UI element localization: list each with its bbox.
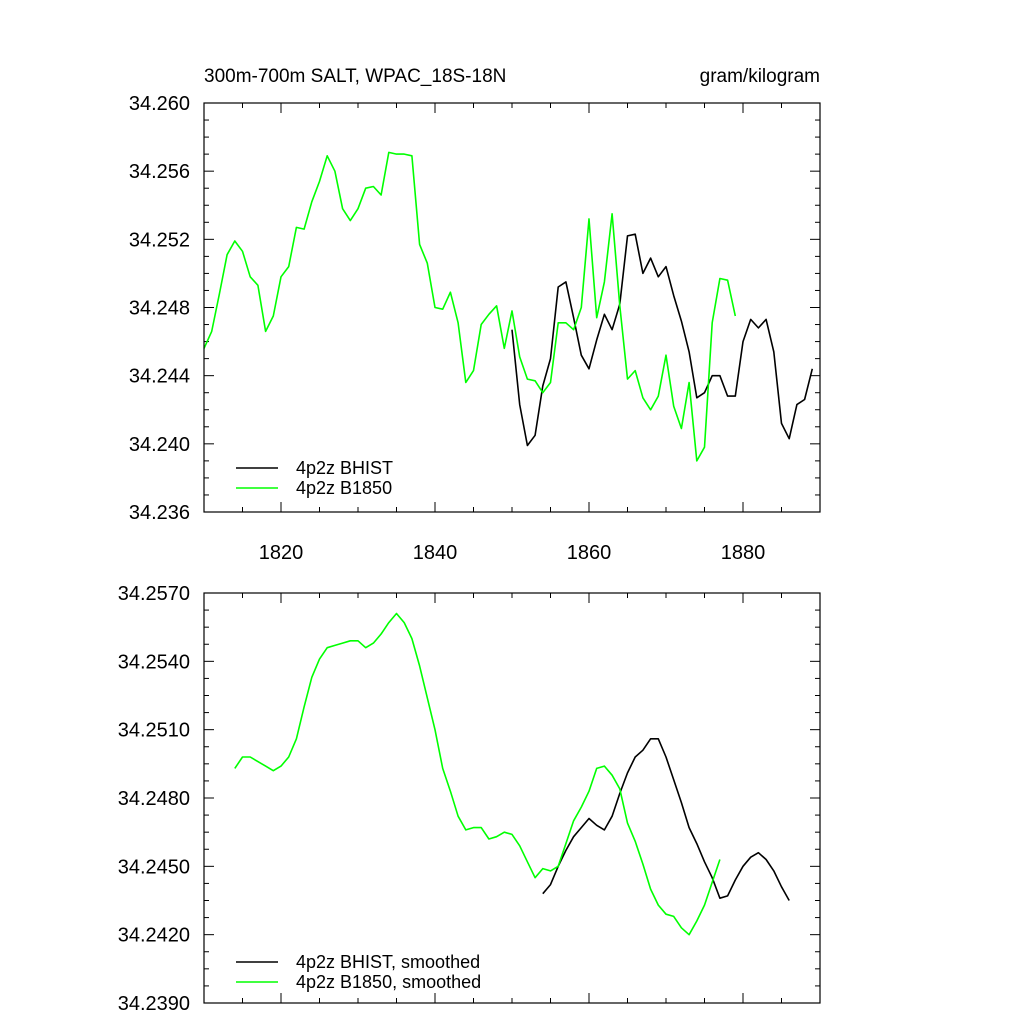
top-y-tick-label: 34.236 xyxy=(129,502,190,524)
bottom-y-tick-label: 34.2540 xyxy=(118,651,190,673)
top-y-tick-label: 34.248 xyxy=(129,298,190,320)
bottom-y-tick-label: 34.2480 xyxy=(118,788,190,810)
bottom-chart-panel: 34.2570 34.2540 34.2510 34.2480 34.2450 34.24… xyxy=(118,583,821,1015)
bottom-series-line-bhist xyxy=(542,737,790,901)
top-y-tick-label: 34.260 xyxy=(129,93,190,115)
top-x-tick-label: 1860 xyxy=(567,542,612,564)
top-x-tick-label: 1840 xyxy=(413,542,458,564)
top-y-tick-label: 34.256 xyxy=(129,161,190,183)
top-y-tick-label: 34.244 xyxy=(129,366,190,388)
bottom-y-tick-label: 34.2420 xyxy=(118,925,190,947)
top-legend-label: 4p2z B1850 xyxy=(296,478,392,498)
bottom-legend-label: 4p2z B1850, smoothed xyxy=(296,972,481,992)
bottom-plot-frame xyxy=(203,592,821,1004)
bottom-y-tick-label: 34.2570 xyxy=(118,583,190,605)
bottom-y-tick-label: 34.2510 xyxy=(118,720,190,742)
top-legend-label: 4p2z BHIST xyxy=(296,458,393,478)
chart-title: 300m-700m SALT, WPAC_18S-18N xyxy=(204,66,506,87)
bottom-y-tick-label: 34.2450 xyxy=(118,856,190,878)
top-axis-ticks: 34.260 34.256 34.252 34.248 34.244 34.240 34.2… xyxy=(129,93,821,564)
top-series-line-bhist xyxy=(511,233,814,447)
bottom-series-group xyxy=(234,612,790,936)
top-series-group xyxy=(203,151,814,462)
bottom-axis-ticks: 34.2570 34.2540 34.2510 34.2480 34.2450 34.24… xyxy=(118,583,821,1015)
top-y-tick-label: 34.252 xyxy=(129,229,190,251)
bottom-legend-label: 4p2z BHIST, smoothed xyxy=(296,952,480,972)
top-series-line-b1850 xyxy=(203,151,737,462)
top-x-tick-label: 1880 xyxy=(721,542,766,564)
bottom-series-line-b1850 xyxy=(234,612,721,936)
top-chart-panel: 300m-700m SALT, WPAC_18S-18N gram/kilogr… xyxy=(129,66,821,564)
top-plot-frame xyxy=(203,102,821,513)
units-label: gram/kilogram xyxy=(700,66,820,87)
bottom-y-tick-label: 34.2390 xyxy=(118,993,190,1015)
top-y-tick-label: 34.240 xyxy=(129,434,190,456)
top-x-tick-label: 1820 xyxy=(259,542,304,564)
